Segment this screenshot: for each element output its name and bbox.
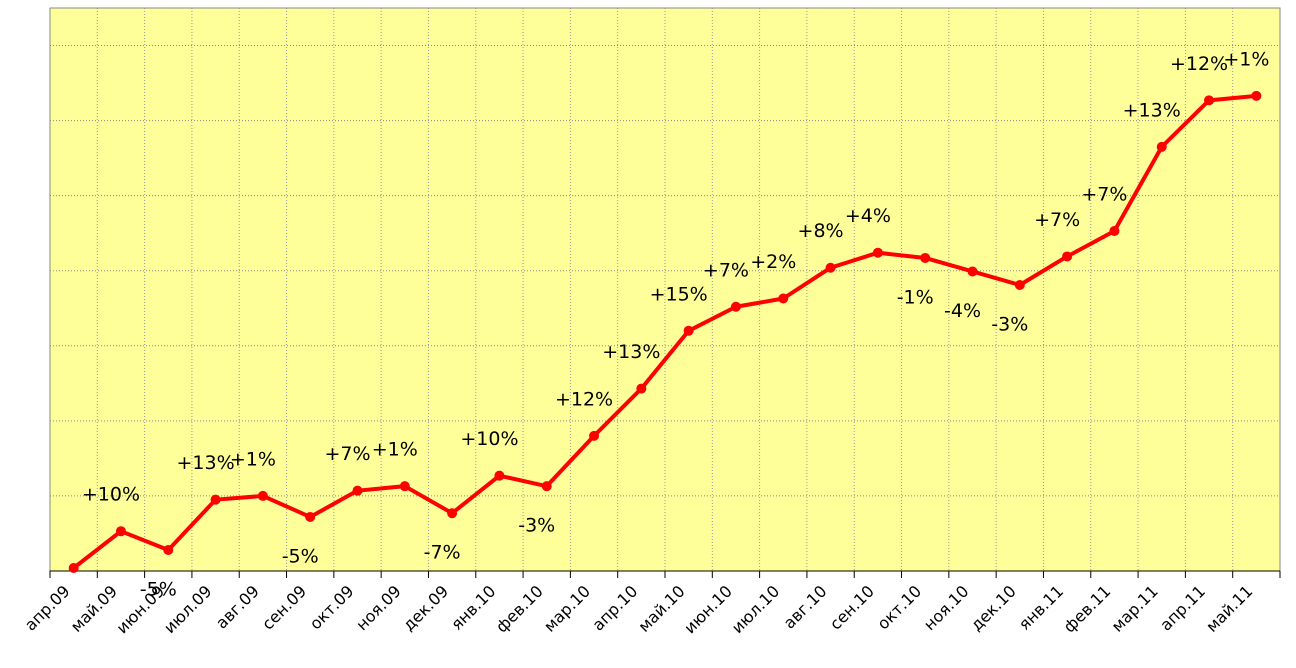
x-tick-label: апр.10 (588, 582, 641, 635)
change-label: +7% (324, 443, 370, 465)
point (1062, 251, 1073, 262)
x-tick-label: май.09 (67, 582, 121, 636)
x-tick-label: авг.10 (780, 582, 831, 633)
point (730, 301, 741, 312)
change-label: -7% (424, 542, 461, 564)
x-tick-label: сен.10 (826, 582, 878, 634)
x-tick-label: ноя.10 (920, 582, 973, 635)
change-label: +1% (372, 439, 418, 461)
change-label: +12% (555, 388, 613, 410)
point (825, 262, 836, 273)
point (1251, 90, 1262, 101)
point (1109, 225, 1120, 236)
point (447, 508, 458, 519)
change-label: +13% (1123, 99, 1181, 121)
x-tick-label: сен.09 (258, 582, 310, 634)
point (494, 470, 505, 481)
point (210, 494, 221, 505)
point (352, 485, 363, 496)
point (636, 383, 647, 394)
point (305, 511, 316, 522)
x-tick-label: мар.11 (1108, 582, 1162, 636)
change-label: +10% (82, 484, 140, 506)
x-tick-label: дек.09 (399, 582, 452, 635)
change-label: +15% (650, 283, 708, 305)
change-label: -3% (991, 313, 1028, 335)
change-label: +4% (845, 205, 891, 227)
change-label: +1% (1223, 48, 1269, 70)
x-tick-label: фев.10 (492, 582, 547, 637)
x-tick-label: окт.09 (306, 582, 358, 634)
point (1014, 279, 1025, 290)
point (541, 481, 552, 492)
point (399, 481, 410, 492)
change-label: +13% (602, 341, 660, 363)
x-tick-label: фев.11 (1060, 582, 1115, 637)
x-tick-label: апр.09 (21, 582, 74, 635)
x-tick-label: окт.10 (873, 582, 925, 634)
x-tick-label: дек.10 (967, 582, 1020, 635)
x-tick-label: май.11 (1202, 582, 1256, 636)
point (1204, 95, 1215, 106)
change-label: +1% (230, 448, 276, 470)
x-tick-label: янв.11 (1015, 582, 1067, 634)
point (115, 526, 126, 537)
point (1156, 141, 1167, 152)
change-label: -5% (140, 578, 177, 600)
change-label: +7% (1081, 183, 1127, 205)
change-label: -5% (282, 545, 319, 567)
x-tick-label: мар.10 (540, 582, 594, 636)
x-tick-label: авг.09 (212, 582, 263, 633)
point (163, 544, 174, 555)
x-tick-label: янв.10 (447, 582, 499, 634)
point (68, 562, 79, 573)
change-label: +13% (176, 452, 234, 474)
change-label: +10% (460, 428, 518, 450)
point (589, 430, 600, 441)
change-label: -4% (944, 300, 981, 322)
x-tick-label: май.10 (634, 582, 688, 636)
change-label: +12% (1170, 53, 1228, 75)
series-line (72, 93, 1257, 570)
x-tick-label: июл.10 (728, 582, 784, 638)
x-tick-label: апр.11 (1156, 582, 1209, 635)
point (257, 490, 268, 501)
point (967, 266, 978, 277)
point (920, 252, 931, 263)
point (872, 247, 883, 258)
x-tick-label: ноя.09 (352, 582, 405, 635)
change-label: +2% (750, 251, 796, 273)
change-label: +8% (798, 220, 844, 242)
change-label: -3% (518, 515, 555, 537)
point (778, 293, 789, 304)
x-tick-label: июн.10 (680, 582, 736, 638)
change-label: -1% (897, 286, 934, 308)
change-label: +7% (703, 259, 749, 281)
point (683, 325, 694, 336)
change-label: +7% (1034, 209, 1080, 231)
